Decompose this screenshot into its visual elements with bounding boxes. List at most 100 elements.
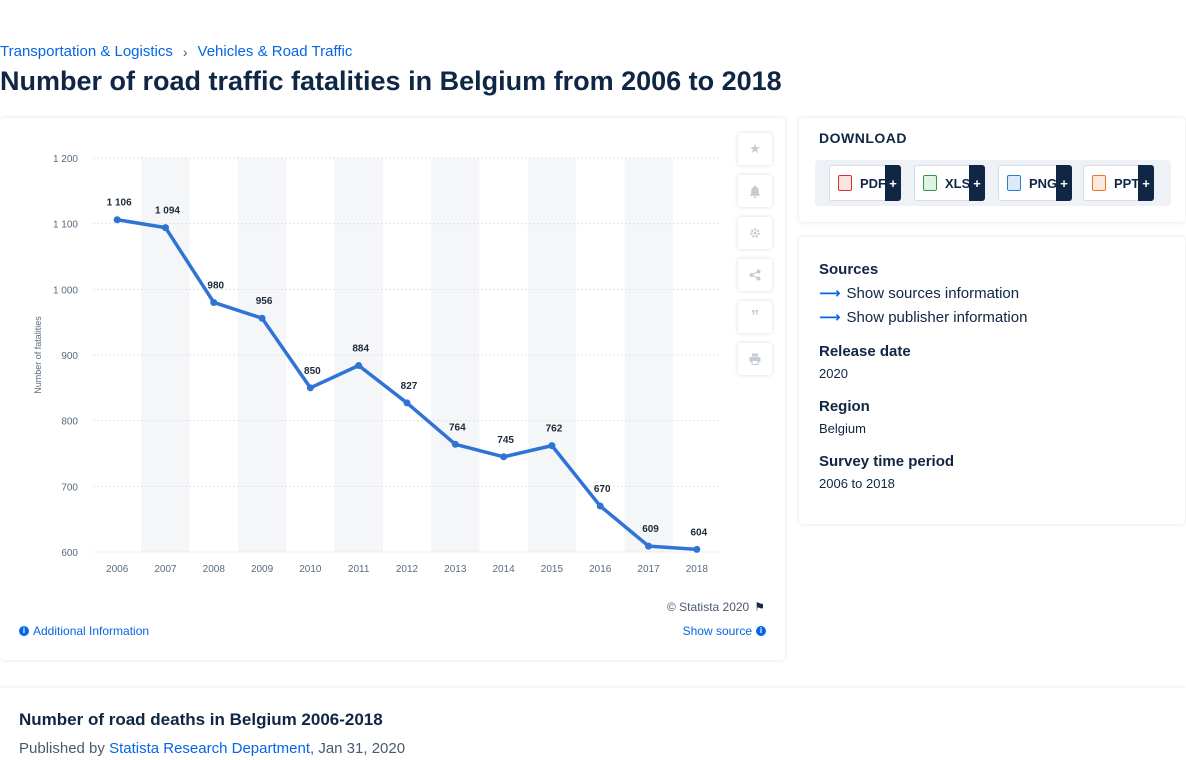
data-point: [355, 362, 363, 370]
favorite-button[interactable]: ★: [738, 133, 772, 165]
download-xls-button[interactable]: XLS +: [914, 165, 985, 201]
show-sources-link[interactable]: ⟶ Show sources information: [819, 284, 1019, 303]
x-tick-label: 2006: [106, 564, 129, 575]
download-png-label: PNG: [1029, 175, 1058, 191]
breadcrumb-link-vehicles[interactable]: Vehicles & Road Traffic: [197, 43, 353, 60]
plus-icon: +: [885, 165, 901, 201]
data-point: [596, 502, 604, 510]
breadcrumb-separator: ›: [182, 43, 188, 60]
download-pdf-button[interactable]: PDF +: [829, 165, 901, 201]
data-point: [306, 384, 314, 392]
data-label: 1 094: [155, 206, 180, 217]
download-panel: DOWNLOAD PDF + XLS + PNG + PPT +: [799, 118, 1185, 222]
data-point: [548, 442, 556, 450]
data-label: 827: [401, 381, 418, 392]
publisher-link[interactable]: Statista Research Department: [109, 740, 310, 757]
quote-icon: ”: [751, 308, 759, 325]
y-axis-title: Number of fatalities: [33, 316, 43, 394]
share-button[interactable]: [738, 259, 772, 291]
data-label: 850: [304, 366, 321, 377]
data-point: [693, 545, 701, 553]
data-label: 884: [352, 344, 369, 355]
download-buttons: PDF + XLS + PNG + PPT +: [815, 160, 1171, 206]
y-tick-label: 900: [61, 351, 78, 362]
download-png-button[interactable]: PNG +: [998, 165, 1072, 201]
gear-icon: [750, 228, 760, 238]
data-label: 604: [691, 527, 708, 538]
region-value: Belgium: [819, 421, 866, 436]
x-tick-label: 2013: [444, 564, 467, 575]
data-label: 1 106: [107, 198, 132, 209]
breadcrumb-link-transportation[interactable]: Transportation & Logistics: [0, 43, 173, 60]
notification-button[interactable]: [738, 175, 772, 207]
y-tick-label: 1 200: [53, 154, 78, 165]
show-source-label: Show source: [682, 624, 752, 638]
data-point: [210, 298, 218, 306]
additional-information-link[interactable]: i Additional Information: [19, 624, 149, 638]
show-publisher-label: Show publisher information: [846, 308, 1028, 326]
chart-card: 1 200 1 100 1 000 900 800 700 600 Number of fat…: [0, 118, 785, 660]
x-tick-label: 2011: [348, 564, 370, 575]
category-band: [527, 158, 577, 552]
plus-icon: +: [969, 165, 985, 201]
pdf-file-icon: [838, 175, 852, 191]
publish-date: , Jan 31, 2020: [310, 740, 406, 757]
data-label: 956: [256, 296, 273, 307]
description-title: Number of road deaths in Belgium 2006-20…: [19, 710, 383, 729]
share-icon: [749, 269, 761, 281]
flag-icon[interactable]: ⚑: [754, 600, 765, 614]
info-icon: i: [19, 626, 29, 636]
copyright-text: © Statista 2020: [667, 600, 750, 614]
settings-button[interactable]: [738, 217, 772, 249]
info-icon: i: [756, 626, 766, 636]
data-label: 745: [497, 435, 514, 446]
data-label: 762: [546, 424, 563, 435]
png-file-icon: [1007, 175, 1021, 191]
data-label: 764: [449, 422, 466, 433]
sources-heading: Sources: [819, 261, 879, 278]
published-by: Published by Statista Research Departmen…: [19, 740, 405, 757]
x-tick-label: 2009: [251, 564, 274, 575]
xls-file-icon: [923, 175, 937, 191]
breadcrumb: Transportation & Logistics › Vehicles & …: [0, 43, 352, 60]
x-tick-label: 2010: [299, 564, 322, 575]
ppt-file-icon: [1092, 175, 1106, 191]
description-card: Number of road deaths in Belgium 2006-20…: [0, 688, 1186, 760]
x-tick-label: 2008: [203, 564, 226, 575]
x-tick-label: 2015: [541, 564, 564, 575]
show-publisher-link[interactable]: ⟶ Show publisher information: [819, 308, 1028, 327]
data-point: [113, 216, 121, 224]
show-source-link[interactable]: Show source i: [683, 624, 766, 638]
star-icon: ★: [749, 141, 761, 156]
sources-panel: Sources ⟶ Show sources information ⟶ Sho…: [799, 237, 1185, 524]
data-label: 980: [207, 280, 224, 291]
data-point: [645, 542, 653, 550]
x-tick-label: 2007: [154, 564, 177, 575]
download-ppt-button[interactable]: PPT +: [1083, 165, 1154, 201]
arrow-right-icon: ⟶: [819, 285, 841, 302]
data-point: [258, 314, 266, 322]
data-label: 609: [642, 524, 659, 535]
data-point: [500, 453, 508, 461]
x-tick-label: 2017: [637, 564, 660, 575]
survey-period-label: Survey time period: [819, 453, 955, 470]
download-xls-label: XLS: [945, 175, 971, 191]
download-pdf-label: PDF: [860, 175, 886, 191]
region-label: Region: [819, 398, 870, 415]
print-icon: [749, 353, 761, 365]
x-tick-label: 2016: [589, 564, 612, 575]
plus-icon: +: [1056, 165, 1072, 201]
y-tick-label: 700: [61, 482, 78, 493]
x-tick-label: 2014: [492, 564, 515, 575]
category-band: [624, 158, 673, 552]
plus-icon: +: [1138, 165, 1154, 201]
y-tick-label: 600: [61, 548, 78, 559]
print-button[interactable]: [738, 343, 772, 375]
additional-information-label: Additional Information: [33, 624, 150, 638]
release-date-value: 2020: [819, 366, 848, 381]
x-tick-label: 2018: [686, 564, 709, 575]
cite-button[interactable]: ”: [738, 301, 772, 333]
data-point: [161, 224, 169, 232]
bell-icon: [749, 185, 761, 198]
copyright-notice: © Statista 2020 ⚑: [667, 600, 765, 614]
